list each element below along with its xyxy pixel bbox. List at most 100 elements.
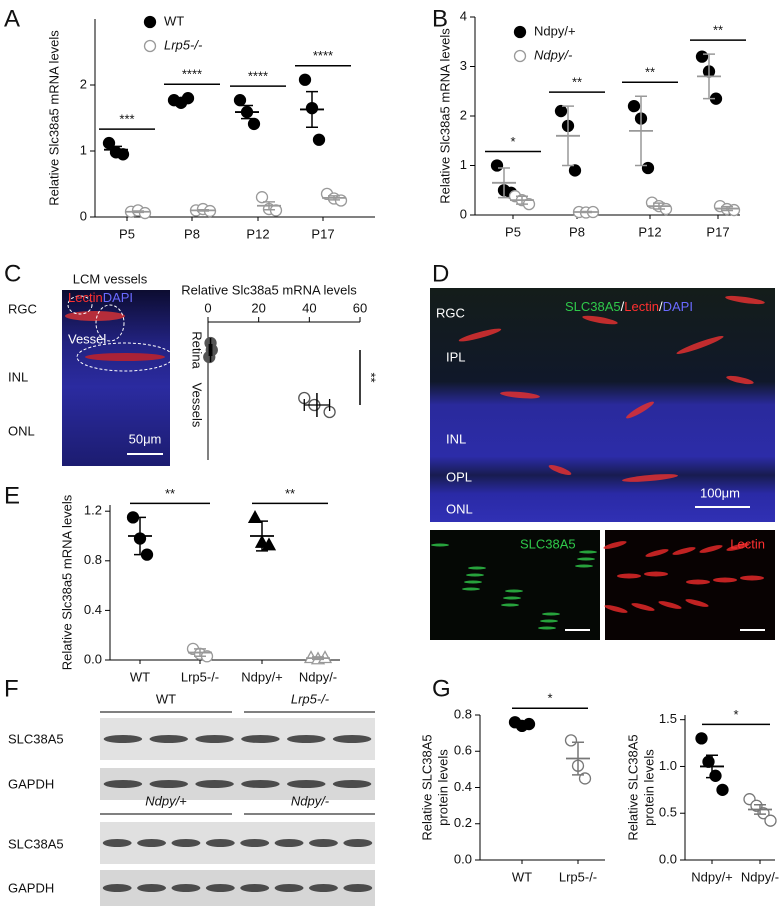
legend-label: Lrp5-/- [164, 37, 203, 52]
legend-marker [513, 25, 527, 39]
stain: Lectin [68, 290, 103, 305]
legend-marker [143, 39, 157, 53]
band [343, 884, 373, 892]
data-point [764, 814, 777, 827]
dashed-outline [67, 295, 93, 315]
group-label: Ndpy/+ [145, 793, 187, 808]
retina-images: SLC38A5/Lectin/DAPI RGC IPL INL OPL ONL … [430, 288, 775, 640]
significance-label: **** [182, 67, 202, 82]
band [103, 780, 143, 788]
band [274, 884, 304, 892]
image-margin [5, 290, 62, 466]
y-axis-title: Relative Slc38a5 mRNA levels [46, 30, 61, 206]
group-label: WT [156, 691, 176, 706]
lcm-image: LCM vessels LectinDAPI RGC INL ONL Vesse… [5, 271, 174, 466]
legend-marker [143, 15, 157, 29]
red-stain [672, 547, 696, 555]
vessel-stain [676, 335, 724, 355]
band [205, 884, 235, 892]
band [171, 884, 201, 892]
red-stain [631, 603, 655, 611]
data-point [641, 161, 655, 175]
y-axis-title: Relative SLC38A5 [419, 734, 434, 840]
scale-label: 50μm [129, 431, 162, 446]
y-tick-label: 4 [460, 8, 467, 23]
data-point [261, 537, 277, 551]
red-stain [685, 599, 709, 607]
x-tick-label: 0 [204, 300, 211, 315]
x-tick-label: P17 [706, 224, 729, 239]
green-stain [462, 587, 480, 591]
data-point [695, 50, 709, 63]
band [332, 735, 372, 743]
green-stain [466, 573, 484, 577]
significance-label: ** [285, 486, 295, 501]
vessel-stain [626, 401, 654, 419]
y-tick-label: 0.8 [454, 706, 472, 721]
error-bar [175, 98, 187, 103]
red-stain [699, 545, 723, 553]
legend-marker [513, 49, 527, 63]
x-tick-label: P17 [311, 226, 334, 241]
layer-label: RGC [8, 301, 37, 316]
band [102, 839, 132, 847]
band [137, 884, 166, 892]
green-stain [464, 580, 482, 584]
layer-label: INL [8, 369, 28, 384]
dashed-outline [76, 342, 174, 372]
green-stain [503, 596, 521, 600]
green-stain [431, 543, 449, 547]
green-stain [501, 603, 519, 607]
vessel-stain [622, 474, 678, 482]
band [309, 839, 338, 847]
data-point [568, 164, 582, 177]
y-tick-label: 0 [80, 208, 87, 223]
image-label: SLC38A5 [520, 536, 576, 551]
band [287, 735, 326, 743]
error-bar [241, 104, 253, 120]
dashed-outline [95, 304, 125, 342]
error-bar [703, 53, 715, 100]
y-tick-label: 3 [460, 58, 467, 73]
x-tick-label: P5 [119, 226, 135, 241]
separator: / [659, 299, 663, 314]
significance-label: ** [713, 23, 723, 38]
stain: SLC38A5 [565, 299, 621, 314]
vessel-label: Vessel [68, 331, 106, 346]
y-tick-label: 1.2 [84, 503, 102, 518]
micrograph [430, 288, 775, 522]
error-bar [721, 205, 733, 212]
band [149, 780, 188, 788]
panel-letter: E [4, 482, 20, 509]
data-point [578, 772, 592, 785]
y-axis-title: Relative Slc38a5 mRNA levels [59, 494, 74, 670]
significance-label: * [510, 134, 515, 149]
significance-label: ** [165, 486, 175, 501]
y-tick-label: 2 [460, 107, 467, 122]
y-tick-label: 0.0 [454, 851, 472, 866]
y-axis-title: protein levels [641, 749, 656, 826]
row-label: GAPDH [8, 776, 54, 791]
y-tick-label: 0.0 [659, 851, 677, 866]
y-tick-label: 0.4 [84, 602, 102, 617]
stain-label: LectinDAPI [68, 290, 133, 305]
data-point [490, 159, 504, 172]
green-stain [575, 564, 593, 568]
error-bar [580, 210, 592, 214]
band [240, 839, 270, 847]
panel-letter: A [4, 5, 20, 32]
vessel-stain [548, 465, 572, 475]
y-tick-label: Retina [190, 331, 205, 369]
separator: / [621, 299, 625, 314]
data-point [298, 73, 312, 86]
significance-label: **** [313, 48, 333, 63]
green-stain [542, 612, 560, 616]
significance-label: * [547, 691, 552, 706]
panel-letter: B [432, 5, 448, 32]
significance-label: **** [248, 69, 268, 84]
data-point [233, 94, 247, 107]
blot-bands [102, 735, 373, 892]
band [274, 839, 304, 847]
stain: Lectin [624, 299, 659, 314]
